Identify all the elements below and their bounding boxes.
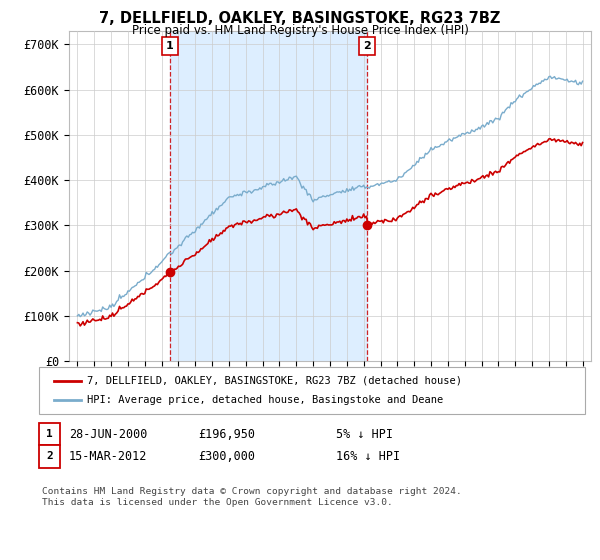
Text: £300,000: £300,000 bbox=[198, 450, 255, 463]
Text: 1: 1 bbox=[46, 429, 53, 439]
Text: HPI: Average price, detached house, Basingstoke and Deane: HPI: Average price, detached house, Basi… bbox=[87, 395, 443, 405]
Text: 1: 1 bbox=[166, 41, 174, 50]
Text: 15-MAR-2012: 15-MAR-2012 bbox=[69, 450, 148, 463]
Bar bbox=[170, 31, 367, 361]
Text: 5% ↓ HPI: 5% ↓ HPI bbox=[336, 427, 393, 441]
Text: 7, DELLFIELD, OAKLEY, BASINGSTOKE, RG23 7BZ (detached house): 7, DELLFIELD, OAKLEY, BASINGSTOKE, RG23 … bbox=[87, 376, 462, 386]
Text: 28-JUN-2000: 28-JUN-2000 bbox=[69, 427, 148, 441]
Text: 2: 2 bbox=[364, 41, 371, 50]
Text: Price paid vs. HM Land Registry's House Price Index (HPI): Price paid vs. HM Land Registry's House … bbox=[131, 24, 469, 36]
Text: 7, DELLFIELD, OAKLEY, BASINGSTOKE, RG23 7BZ: 7, DELLFIELD, OAKLEY, BASINGSTOKE, RG23 … bbox=[100, 11, 500, 26]
Text: Contains HM Land Registry data © Crown copyright and database right 2024.
This d: Contains HM Land Registry data © Crown c… bbox=[42, 487, 462, 507]
Text: 2: 2 bbox=[46, 451, 53, 461]
Text: 16% ↓ HPI: 16% ↓ HPI bbox=[336, 450, 400, 463]
Text: £196,950: £196,950 bbox=[198, 427, 255, 441]
